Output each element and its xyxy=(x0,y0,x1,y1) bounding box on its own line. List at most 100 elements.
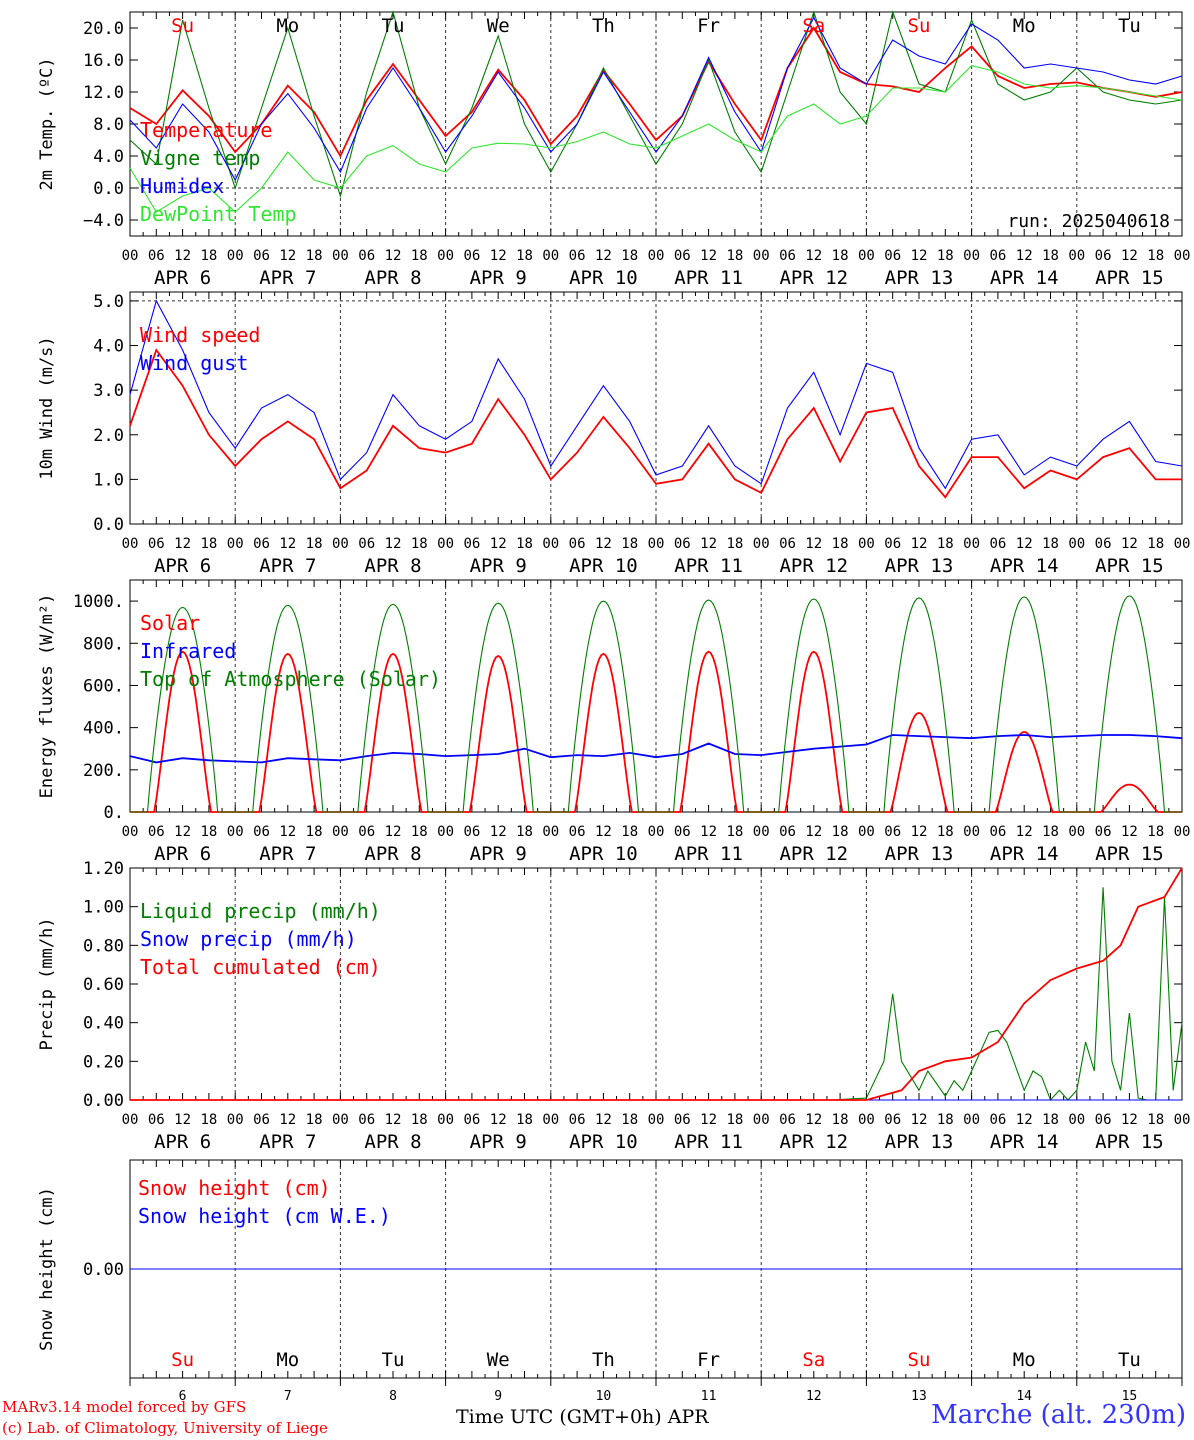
hour-tick-label: 18 xyxy=(937,536,954,552)
hour-tick-label: 12 xyxy=(911,824,928,840)
hour-tick-label: 00 xyxy=(753,824,770,840)
hour-tick-label: 12 xyxy=(1121,1112,1138,1128)
y-tick-label: 200. xyxy=(83,761,124,781)
hour-tick-label: 12 xyxy=(911,1112,928,1128)
date-label: APR 12 xyxy=(779,1131,848,1153)
hour-tick-label: 06 xyxy=(253,824,270,840)
panel-3 xyxy=(129,579,1183,813)
day-name-label: Tu xyxy=(382,15,405,37)
day-name-label: Th xyxy=(592,15,615,37)
hour-tick-label: 18 xyxy=(516,536,533,552)
hour-tick-label: 06 xyxy=(358,536,375,552)
day-name-label: Mo xyxy=(276,15,299,37)
hour-tick-label: 06 xyxy=(569,1112,586,1128)
day-number-label: 10 xyxy=(596,1389,612,1404)
hour-tick-label: 18 xyxy=(726,1112,743,1128)
hour-tick-label: 06 xyxy=(779,248,796,264)
hour-tick-label: 18 xyxy=(200,1112,217,1128)
legend-total-cumulated-cm-: Total cumulated (cm) xyxy=(140,955,381,979)
date-label: APR 7 xyxy=(259,555,316,577)
hour-tick-label: 12 xyxy=(385,824,402,840)
day-number-label: 14 xyxy=(1016,1389,1032,1404)
day-number-label: 8 xyxy=(389,1389,397,1404)
hour-tick-label: 00 xyxy=(858,536,875,552)
hour-tick-label: 18 xyxy=(937,824,954,840)
y-tick-label: 0.80 xyxy=(83,936,124,956)
series-line-vigne-temp xyxy=(129,10,1183,198)
day-name-label: Sa xyxy=(802,15,825,37)
hour-tick-label: 18 xyxy=(832,248,849,264)
y-tick-label: 5.0 xyxy=(93,292,124,312)
y-tick-label: 1.20 xyxy=(83,859,124,879)
date-label: APR 15 xyxy=(1095,267,1164,289)
date-label: APR 7 xyxy=(259,1131,316,1153)
hour-tick-label: 00 xyxy=(542,824,559,840)
hour-tick-label: 12 xyxy=(700,248,717,264)
hour-tick-label: 06 xyxy=(989,536,1006,552)
day-number-label: 11 xyxy=(701,1389,717,1404)
hour-tick-label: 18 xyxy=(621,536,638,552)
hour-tick-label: 12 xyxy=(911,536,928,552)
hour-tick-label: 12 xyxy=(700,1112,717,1128)
y-tick-label: 0.0 xyxy=(93,515,124,535)
hour-tick-label: 00 xyxy=(648,824,665,840)
date-label: APR 9 xyxy=(470,267,527,289)
hour-tick-label: 06 xyxy=(358,248,375,264)
hour-tick-label: 18 xyxy=(1147,824,1164,840)
day-name-label: Fr xyxy=(697,15,720,37)
hour-tick-label: 06 xyxy=(358,1112,375,1128)
hour-tick-label: 12 xyxy=(911,248,928,264)
day-number-label: 13 xyxy=(911,1389,927,1404)
hour-tick-label: 00 xyxy=(1068,1112,1085,1128)
legend-snow-height-cm-w-e-: Snow height (cm W.E.) xyxy=(138,1204,391,1228)
hour-tick-label: 18 xyxy=(621,248,638,264)
hour-tick-label: 06 xyxy=(674,824,691,840)
hour-tick-label: 18 xyxy=(621,824,638,840)
hour-tick-label: 12 xyxy=(1121,248,1138,264)
hour-tick-label: 00 xyxy=(122,824,139,840)
hour-tick-label: 12 xyxy=(1016,536,1033,552)
hour-tick-label: 12 xyxy=(1016,824,1033,840)
hour-tick-label: 06 xyxy=(884,248,901,264)
y-tick-label: 12.0 xyxy=(83,83,124,103)
hour-tick-label: 06 xyxy=(989,1112,1006,1128)
y-tick-label: 20.0 xyxy=(83,19,124,39)
hour-tick-label: 00 xyxy=(963,536,980,552)
legend-wind-speed: Wind speed xyxy=(140,323,260,347)
date-label: APR 11 xyxy=(674,1131,743,1153)
hour-tick-label: 18 xyxy=(1042,248,1059,264)
date-label: APR 6 xyxy=(154,843,211,865)
hour-tick-label: 00 xyxy=(437,1112,454,1128)
hour-tick-label: 18 xyxy=(832,824,849,840)
hour-tick-label: 18 xyxy=(1147,536,1164,552)
date-label: APR 13 xyxy=(885,843,954,865)
hour-tick-label: 06 xyxy=(463,248,480,264)
hour-tick-label: 18 xyxy=(832,536,849,552)
date-label: APR 7 xyxy=(259,267,316,289)
date-label: APR 12 xyxy=(779,843,848,865)
day-name-label: Mo xyxy=(276,1349,299,1371)
time-axis-label: Time UTC (GMT+0h) APR xyxy=(456,1406,709,1428)
hour-tick-label: 12 xyxy=(279,536,296,552)
hour-tick-label: 18 xyxy=(200,536,217,552)
series-line-infrared xyxy=(129,734,1183,764)
legend-humidex: Humidex xyxy=(140,174,224,198)
hour-tick-label: 06 xyxy=(463,1112,480,1128)
hour-tick-label: 12 xyxy=(700,536,717,552)
day-name-label: Th xyxy=(592,1349,615,1371)
date-label: APR 15 xyxy=(1095,843,1164,865)
hour-tick-label: 18 xyxy=(306,536,323,552)
hour-tick-label: 12 xyxy=(279,248,296,264)
hour-tick-label: 00 xyxy=(753,1112,770,1128)
hour-tick-label: 12 xyxy=(1121,536,1138,552)
series-line-temperature xyxy=(129,26,1183,158)
date-label: APR 11 xyxy=(674,267,743,289)
hour-tick-label: 00 xyxy=(963,248,980,264)
y-tick-label: −4.0 xyxy=(83,211,124,231)
hour-tick-label: 18 xyxy=(200,248,217,264)
hour-tick-label: 12 xyxy=(805,824,822,840)
day-number-label: 15 xyxy=(1122,1389,1138,1404)
date-label: APR 13 xyxy=(885,267,954,289)
legend-vigne-temp: Vigne temp xyxy=(140,146,260,170)
hour-tick-label: 06 xyxy=(1095,824,1112,840)
